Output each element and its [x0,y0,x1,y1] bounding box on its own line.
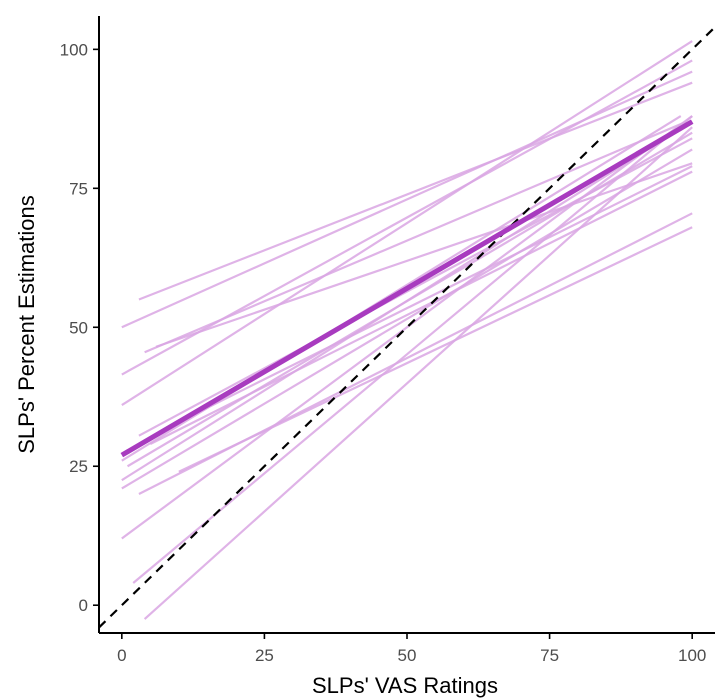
individual-line-10 [121,148,693,490]
individual-line-18 [143,126,693,620]
y-tick-label-100: 100 [60,40,88,59]
ticks: 0 25 50 75 100 0 25 50 75 100 [60,40,707,665]
individual-line-16 [178,226,693,473]
axes [98,16,715,634]
individual-line-6 [155,162,693,348]
individual-line-15 [189,165,693,418]
y-tick-label-25: 25 [69,457,88,476]
individual-line-11 [138,137,693,437]
y-tick-label-50: 50 [69,318,88,337]
individual-line-4 [121,40,693,407]
x-tick-label-50: 50 [398,646,417,665]
x-tick-label-100: 100 [678,646,706,665]
x-axis-title: SLPs' VAS Ratings [312,673,498,698]
x-tick-label-75: 75 [540,646,559,665]
y-axis-title: SLPs' Percent Estimations [14,195,39,454]
individual-line-5 [144,120,687,354]
individual-line-12 [149,170,693,445]
y-tick-label-0: 0 [79,596,88,615]
y-tick-label-75: 75 [69,179,88,198]
individual-line-17 [132,115,693,584]
x-tick-label-25: 25 [255,646,274,665]
individual-line-14 [121,115,693,540]
individual-line-2 [121,70,693,329]
mean-line [120,119,694,458]
individual-line-9 [121,120,693,482]
x-tick-label-0: 0 [117,646,126,665]
plot-lines [99,26,715,629]
individual-line-1 [138,81,693,301]
